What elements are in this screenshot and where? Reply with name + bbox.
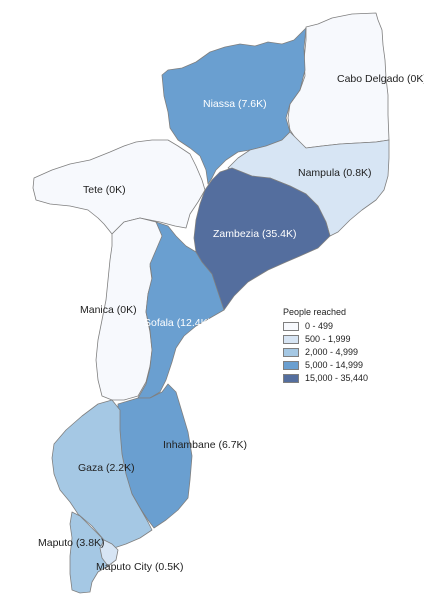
region-label-manica: Manica (0K) — [80, 304, 137, 316]
legend-label: 15,000 - 35,440 — [305, 373, 369, 383]
legend-item: 0 - 499 — [283, 320, 368, 332]
legend-item: 2,000 - 4,999 — [283, 346, 368, 358]
legend-item: 15,000 - 35,440 — [283, 372, 368, 384]
region-tete[interactable] — [32, 139, 206, 235]
region-niassa[interactable] — [161, 27, 307, 185]
legend-swatch — [283, 373, 299, 383]
legend-item: 5,000 - 14,999 — [283, 359, 368, 371]
legend-label: 2,000 - 4,999 — [305, 347, 359, 357]
region-label-gaza: Gaza (2.2K) — [78, 462, 135, 474]
region-label-zambezia: Zambezia (35.4K) — [213, 228, 296, 240]
legend-title: People reached — [283, 307, 347, 317]
legend-label: 500 - 1,999 — [305, 334, 351, 344]
region-label-maputo-city: Maputo City (0.5K) — [96, 561, 184, 573]
region-sofala[interactable] — [137, 221, 225, 399]
region-label-cabo-delgado: Cabo Delgado (0K) — [337, 73, 424, 85]
legend-label: 5,000 - 14,999 — [305, 360, 364, 370]
region-gaza[interactable] — [51, 399, 153, 549]
region-maputo[interactable] — [69, 511, 117, 594]
legend-swatch — [283, 321, 299, 331]
region-label-maputo: Maputo (3.8K) — [38, 537, 105, 549]
region-label-nampula: Nampula (0.8K) — [298, 167, 372, 179]
legend: People reached 0 - 499 500 - 1,999 2,000… — [283, 307, 368, 385]
legend-swatch — [283, 334, 299, 344]
legend-swatch — [283, 360, 299, 370]
region-label-niassa: Niassa (7.6K) — [203, 98, 267, 110]
region-maputo-city[interactable] — [99, 539, 119, 567]
legend-swatch — [283, 347, 299, 357]
region-label-tete: Tete (0K) — [83, 184, 126, 196]
legend-item: 500 - 1,999 — [283, 333, 368, 345]
region-label-inhambane: Inhambane (6.7K) — [163, 439, 247, 451]
legend-label: 0 - 499 — [305, 321, 334, 331]
region-label-sofala: Sofala (12.4K) — [144, 317, 211, 329]
